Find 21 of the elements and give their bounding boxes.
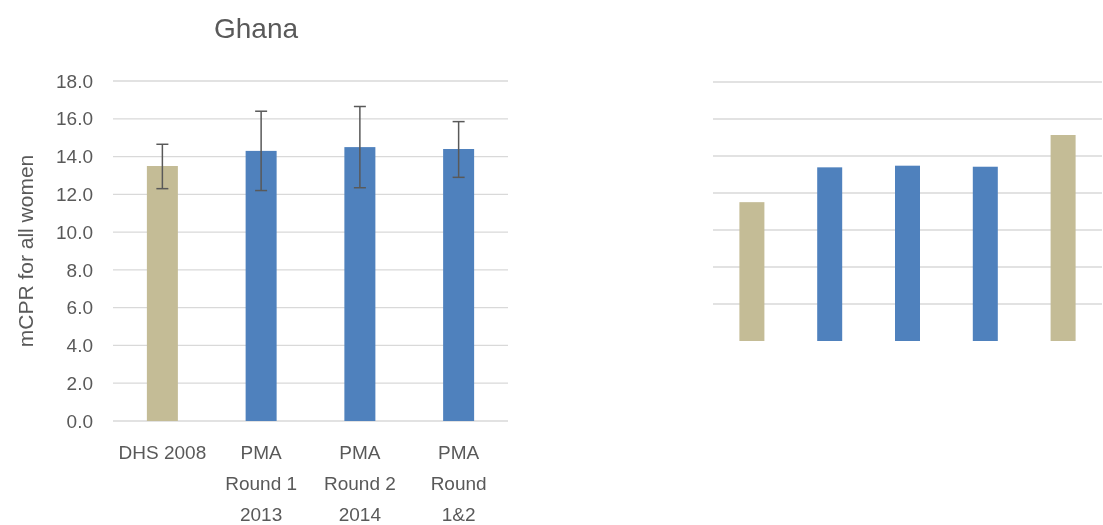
bar bbox=[1050, 135, 1076, 341]
y-tick-label: 14.0 bbox=[56, 146, 93, 168]
y-tick-label: 10.0 bbox=[56, 221, 93, 243]
y-tick-label: 12.0 bbox=[56, 183, 93, 205]
bar bbox=[972, 166, 998, 341]
x-tick-label: PMA Round 1 2013 bbox=[225, 442, 298, 525]
y-tick-label: 18.0 bbox=[56, 70, 93, 92]
bar bbox=[739, 202, 765, 341]
y-axis-title: mCPR for all women bbox=[14, 154, 37, 348]
y-tick-label: 0.0 bbox=[66, 410, 93, 432]
chart-title: Ghana bbox=[213, 13, 299, 44]
y-tick-label: 4.0 bbox=[66, 335, 93, 357]
x-tick-label: PMA Round 1&2 bbox=[430, 442, 487, 525]
bar bbox=[895, 165, 920, 341]
bar bbox=[817, 167, 843, 341]
y-tick-label: 8.0 bbox=[66, 259, 93, 281]
y-tick-label: 16.0 bbox=[56, 108, 93, 130]
y-tick-label: 6.0 bbox=[66, 297, 93, 319]
y-tick-label: 2.0 bbox=[66, 372, 93, 394]
x-tick-label: PMA Round 2 2014 bbox=[323, 442, 396, 525]
x-tick-label: DHS 2008 bbox=[118, 442, 207, 463]
